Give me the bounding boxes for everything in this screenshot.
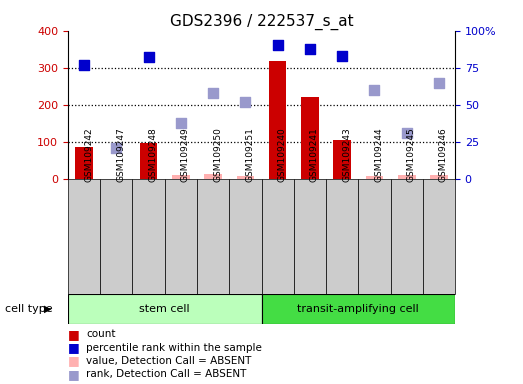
Bar: [165, 179, 197, 294]
Point: [338, 53, 346, 59]
Point: [80, 62, 88, 68]
Point: [274, 42, 282, 48]
Point: [305, 46, 314, 52]
Text: GSM109250: GSM109250: [213, 127, 222, 182]
Point: [144, 54, 153, 60]
Bar: [204, 174, 222, 179]
Bar: [294, 179, 326, 294]
Text: GSM109244: GSM109244: [374, 127, 383, 182]
Text: GSM109241: GSM109241: [310, 127, 319, 182]
Text: ■: ■: [68, 354, 79, 367]
Text: GSM109243: GSM109243: [342, 127, 351, 182]
Text: transit-amplifying cell: transit-amplifying cell: [298, 304, 419, 314]
Text: GSM109246: GSM109246: [439, 127, 448, 182]
Text: GSM109242: GSM109242: [84, 127, 93, 182]
Point: [241, 99, 249, 105]
Bar: [236, 175, 254, 179]
Bar: [68, 179, 100, 294]
Bar: [366, 175, 383, 179]
Bar: [301, 96, 319, 179]
Bar: [269, 61, 287, 179]
Text: GSM109248: GSM109248: [149, 127, 157, 182]
Text: GSM109249: GSM109249: [181, 127, 190, 182]
Text: ■: ■: [68, 328, 79, 341]
Text: GSM109251: GSM109251: [245, 127, 254, 182]
Bar: [140, 143, 157, 179]
Text: cell type: cell type: [5, 304, 53, 314]
Text: count: count: [86, 329, 116, 339]
Bar: [423, 179, 455, 294]
Text: stem cell: stem cell: [140, 304, 190, 314]
Point: [403, 131, 411, 137]
Point: [209, 90, 218, 96]
Bar: [333, 140, 351, 179]
Bar: [68, 294, 262, 324]
Bar: [391, 179, 423, 294]
Point: [112, 145, 120, 151]
Bar: [358, 179, 391, 294]
Text: ■: ■: [68, 341, 79, 354]
Text: value, Detection Call = ABSENT: value, Detection Call = ABSENT: [86, 356, 252, 366]
Point: [370, 87, 379, 93]
Text: GSM109240: GSM109240: [278, 127, 287, 182]
Bar: [326, 179, 358, 294]
Bar: [197, 179, 229, 294]
Point: [177, 120, 185, 126]
Bar: [132, 179, 165, 294]
Bar: [75, 147, 93, 179]
Bar: [262, 294, 455, 324]
Text: rank, Detection Call = ABSENT: rank, Detection Call = ABSENT: [86, 369, 247, 379]
Text: percentile rank within the sample: percentile rank within the sample: [86, 343, 262, 353]
Text: ▶: ▶: [44, 304, 52, 314]
Bar: [398, 175, 415, 179]
Bar: [262, 179, 294, 294]
Text: ■: ■: [68, 368, 79, 381]
Bar: [172, 175, 190, 179]
Text: GSM109245: GSM109245: [407, 127, 416, 182]
Bar: [229, 179, 262, 294]
Text: GSM109247: GSM109247: [116, 127, 126, 182]
Point: [435, 80, 443, 86]
Bar: [430, 175, 448, 179]
Text: GDS2396 / 222537_s_at: GDS2396 / 222537_s_at: [169, 13, 354, 30]
Bar: [100, 179, 132, 294]
